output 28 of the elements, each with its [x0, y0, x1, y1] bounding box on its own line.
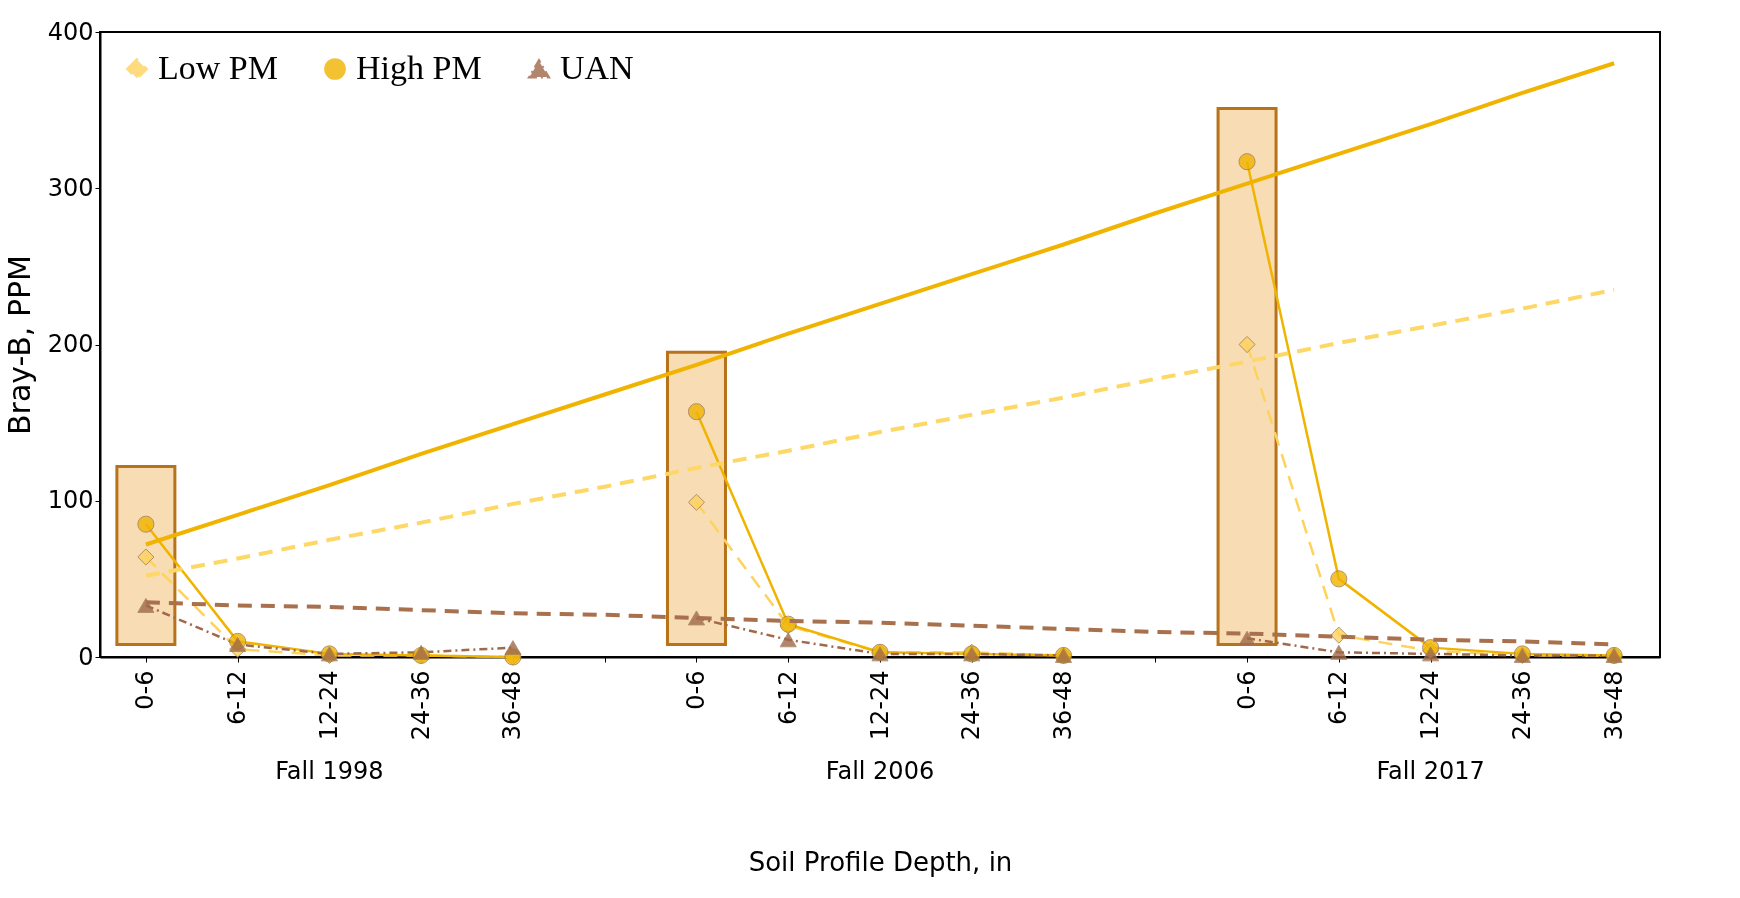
x-tick-label: 0-6 — [681, 670, 710, 710]
x-tick-label: 36-48 — [1599, 670, 1628, 741]
x-tick-label: 36-48 — [1049, 670, 1078, 741]
legend-label: Low PM — [158, 49, 278, 86]
x-tick-label: 0-6 — [131, 670, 160, 710]
x-tick-label: 0-6 — [1232, 670, 1261, 710]
x-tick-label: 12-24 — [1416, 670, 1445, 741]
x-tick-label: 6-12 — [1324, 670, 1353, 725]
x-tick-label: 12-24 — [314, 670, 343, 741]
y-tick-label: 200 — [47, 330, 94, 358]
y-tick-label: 300 — [47, 173, 94, 202]
x-tick-label: 36-48 — [498, 670, 527, 741]
x-tick-label: 24-36 — [1507, 670, 1536, 741]
text: Fall 1998 — [275, 757, 384, 785]
y-axis-title: Bray-B, PPM — [1, 255, 37, 435]
x-tick-label: 12-24 — [865, 670, 894, 741]
y-tick-label: 400 — [47, 17, 94, 46]
x-tick-label: 24-36 — [406, 670, 435, 741]
legend-label: High PM — [356, 49, 482, 86]
x-axis-title: Soil Profile Depth, in — [748, 847, 1013, 878]
x-tick-label: 6-12 — [773, 670, 802, 725]
x-tick-label: 6-12 — [223, 670, 252, 725]
y-tick-label: 0 — [78, 642, 94, 671]
text: Fall 2006 — [825, 757, 935, 785]
text: Fall 2017 — [1376, 757, 1485, 785]
x-tick-label: 24-36 — [957, 670, 986, 741]
y-tick-label: 100 — [47, 486, 94, 515]
legend-label: UAN — [560, 49, 634, 86]
